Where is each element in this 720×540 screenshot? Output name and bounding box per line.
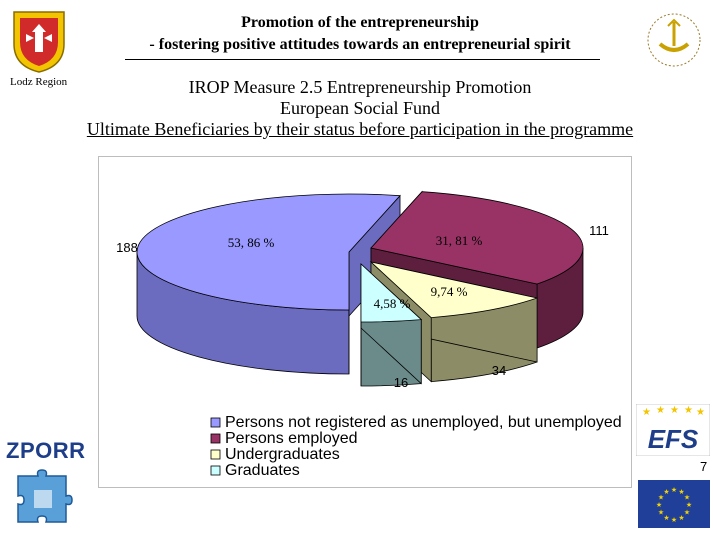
pie-slice	[369, 261, 539, 319]
legend-label: Undergraduates	[225, 446, 340, 463]
eu-flag-logo: ★★★★★★★★★ ★ ★★	[638, 480, 710, 528]
eu-star: ★	[684, 494, 690, 502]
coat-of-arms-logo	[13, 11, 65, 73]
eu-star: ★	[656, 501, 662, 509]
efs-logo-text: EFS	[648, 424, 699, 454]
pie-slice	[360, 263, 423, 323]
page-number: 7	[700, 459, 708, 474]
percent-label: 53, 86 %	[228, 235, 275, 250]
value-label: 16	[394, 375, 408, 390]
eu-star: ★	[663, 488, 669, 496]
value-label: 34	[492, 363, 506, 378]
percent-label: 31, 81 %	[436, 233, 483, 248]
eu-star: ★	[678, 514, 684, 522]
header-line-1: Promotion of the entrepreneurship	[241, 14, 479, 31]
chart-frame: 188 53, 86 % 111 31, 81 % 34 9,74 % 16 4,58 % Pe…	[98, 156, 632, 488]
legend-label: Graduates	[225, 462, 300, 479]
eu-star: ★	[658, 494, 664, 502]
pie-tops	[136, 191, 584, 323]
legend-label: Persons employed	[225, 430, 358, 447]
percent-label: 9,74 %	[431, 284, 468, 299]
svg-text:★: ★	[696, 407, 705, 418]
legend-swatch	[210, 465, 221, 476]
header-title: Promotion of the entrepreneurship - fost…	[110, 12, 610, 56]
eu-star: ★	[678, 488, 684, 496]
chart-legend: Persons not registered as unemployed, bu…	[210, 414, 622, 479]
legend-swatch	[210, 417, 221, 428]
eu-star: ★	[658, 509, 664, 517]
pie-slice	[370, 191, 584, 285]
percent-label: 4,58 %	[374, 296, 411, 311]
pie-slice	[136, 193, 401, 311]
zporr-logo: ZPORR	[6, 438, 86, 463]
svg-text:★: ★	[642, 407, 651, 418]
header-line-2: - fostering positive attitudes towards a…	[149, 36, 571, 53]
slide-title: IROP Measure 2.5 Entrepreneurship Promot…	[40, 77, 680, 140]
legend-swatch	[210, 449, 221, 460]
value-label: 111	[589, 223, 609, 238]
slide-title-line-2: European Social Fund	[280, 98, 440, 118]
puzzle-logo	[17, 469, 73, 523]
value-label: 188	[116, 240, 138, 255]
eu-star: ★	[684, 509, 690, 517]
eu-star: ★	[686, 501, 692, 509]
region-label: Lodz Region	[10, 76, 68, 88]
eu-star: ★	[663, 514, 669, 522]
legend-label: Persons not registered as unemployed, bu…	[225, 414, 622, 431]
slide-title-line-3: Ultimate Beneficiaries by their status b…	[86, 119, 634, 139]
legend-swatch	[210, 433, 221, 444]
svg-text:★: ★	[656, 405, 665, 416]
pie-chart: 188 53, 86 % 111 31, 81 % 34 9,74 % 16 4,58 % Pe…	[116, 190, 622, 479]
eu-star: ★	[671, 486, 677, 494]
agency-seal-logo	[647, 13, 701, 67]
svg-text:★: ★	[670, 405, 679, 416]
eu-star: ★	[671, 516, 677, 524]
slide-title-line-1: IROP Measure 2.5 Entrepreneurship Promot…	[188, 77, 532, 97]
header-divider	[125, 59, 600, 60]
efs-logo: ★ ★ ★ ★ ★ EFS	[636, 404, 710, 456]
svg-text:★: ★	[684, 405, 693, 416]
